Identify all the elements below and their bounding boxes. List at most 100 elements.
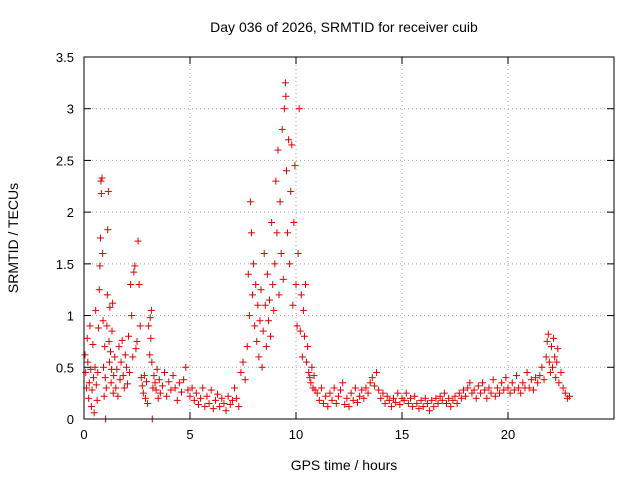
data-point-marker <box>246 198 254 206</box>
data-point-marker <box>341 401 349 409</box>
tick-labels: 0 0.5 1 1.5 2 2.5 3 3.5 0 5 10 15 20 <box>56 50 515 442</box>
data-point-marker <box>455 389 463 397</box>
data-point-marker <box>308 363 316 371</box>
data-point-marker <box>243 343 251 351</box>
data-point-marker <box>281 79 289 87</box>
data-point-marker <box>298 353 306 361</box>
data-point-marker <box>268 218 276 226</box>
data-point-marker <box>96 262 104 270</box>
data-point-marker <box>500 386 508 394</box>
data-point-marker <box>263 270 271 278</box>
data-point-marker <box>182 363 190 371</box>
data-point-marker <box>347 389 355 397</box>
data-point-marker <box>273 229 281 237</box>
data-point-marker <box>207 386 215 394</box>
data-point-marker <box>481 386 489 394</box>
data-point-marker <box>277 250 285 258</box>
data-point-marker <box>255 353 263 361</box>
data-point-marker <box>290 218 298 226</box>
data-point-marker <box>373 368 381 376</box>
data-point-marker <box>115 343 123 351</box>
data-point-marker <box>565 392 573 400</box>
data-point-marker <box>274 146 282 154</box>
data-point-marker <box>307 379 315 387</box>
data-point-marker <box>345 403 353 411</box>
data-point-marker <box>218 394 226 402</box>
data-point-marker <box>151 379 159 387</box>
data-point-marker <box>184 386 192 394</box>
data-point-marker <box>188 384 196 392</box>
data-point-marker <box>132 345 140 353</box>
data-point-marker <box>322 392 330 400</box>
data-point-marker <box>421 394 429 402</box>
data-point-marker <box>368 374 376 382</box>
data-point-marker <box>542 353 550 361</box>
data-point-marker <box>112 384 120 392</box>
data-point-marker <box>102 384 110 392</box>
y-tick-label: 0 <box>67 412 74 427</box>
data-point-marker <box>216 403 224 411</box>
data-point-marker <box>445 394 453 402</box>
data-point-marker <box>269 281 277 289</box>
data-point-marker <box>201 403 209 411</box>
data-point-marker <box>111 353 119 361</box>
data-point-marker <box>532 374 540 382</box>
data-point-marker <box>97 177 105 185</box>
x-tick-label: 15 <box>395 427 409 442</box>
data-point-marker <box>517 389 525 397</box>
data-point-marker <box>146 314 154 322</box>
data-point-marker <box>498 379 506 387</box>
data-point-marker <box>400 396 408 404</box>
data-point-marker <box>175 379 183 387</box>
data-point-marker <box>502 374 510 382</box>
data-point-marker <box>165 378 173 386</box>
plot-frame <box>83 56 615 420</box>
data-point-marker <box>508 379 516 387</box>
data-point-marker <box>88 386 96 394</box>
data-point-marker <box>337 386 345 394</box>
data-point-marker <box>247 229 255 237</box>
data-point-marker <box>549 363 557 371</box>
data-point-marker <box>266 296 273 304</box>
data-point-marker <box>97 190 105 198</box>
data-point-marker <box>261 301 269 309</box>
data-point-marker <box>105 358 113 366</box>
y-axis-label: SRMTID / TECUs <box>5 183 21 293</box>
data-point-marker <box>264 317 272 325</box>
data-point-marker <box>85 379 93 387</box>
data-point-marker <box>91 363 99 371</box>
data-point-marker <box>387 403 395 411</box>
data-point-marker <box>326 389 334 397</box>
data-point-marker <box>197 394 205 402</box>
data-point-marker <box>156 389 164 397</box>
data-point-marker <box>515 384 523 392</box>
data-point-marker <box>470 386 478 394</box>
y-tick-label: 3.5 <box>56 50 74 65</box>
data-point-marker <box>99 317 107 325</box>
x-tick-label: 10 <box>289 427 303 442</box>
data-point-marker <box>228 396 236 404</box>
data-point-marker <box>128 312 136 320</box>
data-point-marker <box>554 345 562 353</box>
data-point-marker <box>133 337 141 345</box>
data-point-marker <box>186 392 194 400</box>
data-point-marker <box>147 306 155 314</box>
data-point-marker <box>239 358 247 366</box>
data-point-marker <box>241 376 249 384</box>
data-point-marker <box>487 389 495 397</box>
data-point-marker <box>428 396 436 404</box>
data-point-marker <box>104 187 112 195</box>
y-tick-label: 1.5 <box>56 257 74 272</box>
data-point-marker <box>285 136 293 144</box>
data-point-marker <box>512 372 520 380</box>
data-point-marker <box>472 394 480 402</box>
data-point-marker <box>152 386 160 394</box>
data-point-marker <box>449 396 457 404</box>
data-point-marker <box>529 386 537 394</box>
data-point-marker <box>205 399 213 407</box>
data-point-marker <box>409 403 417 411</box>
data-point-marker <box>100 363 108 371</box>
data-point-marker <box>117 358 125 366</box>
data-point-marker <box>328 396 336 404</box>
data-point-marker <box>479 379 487 387</box>
